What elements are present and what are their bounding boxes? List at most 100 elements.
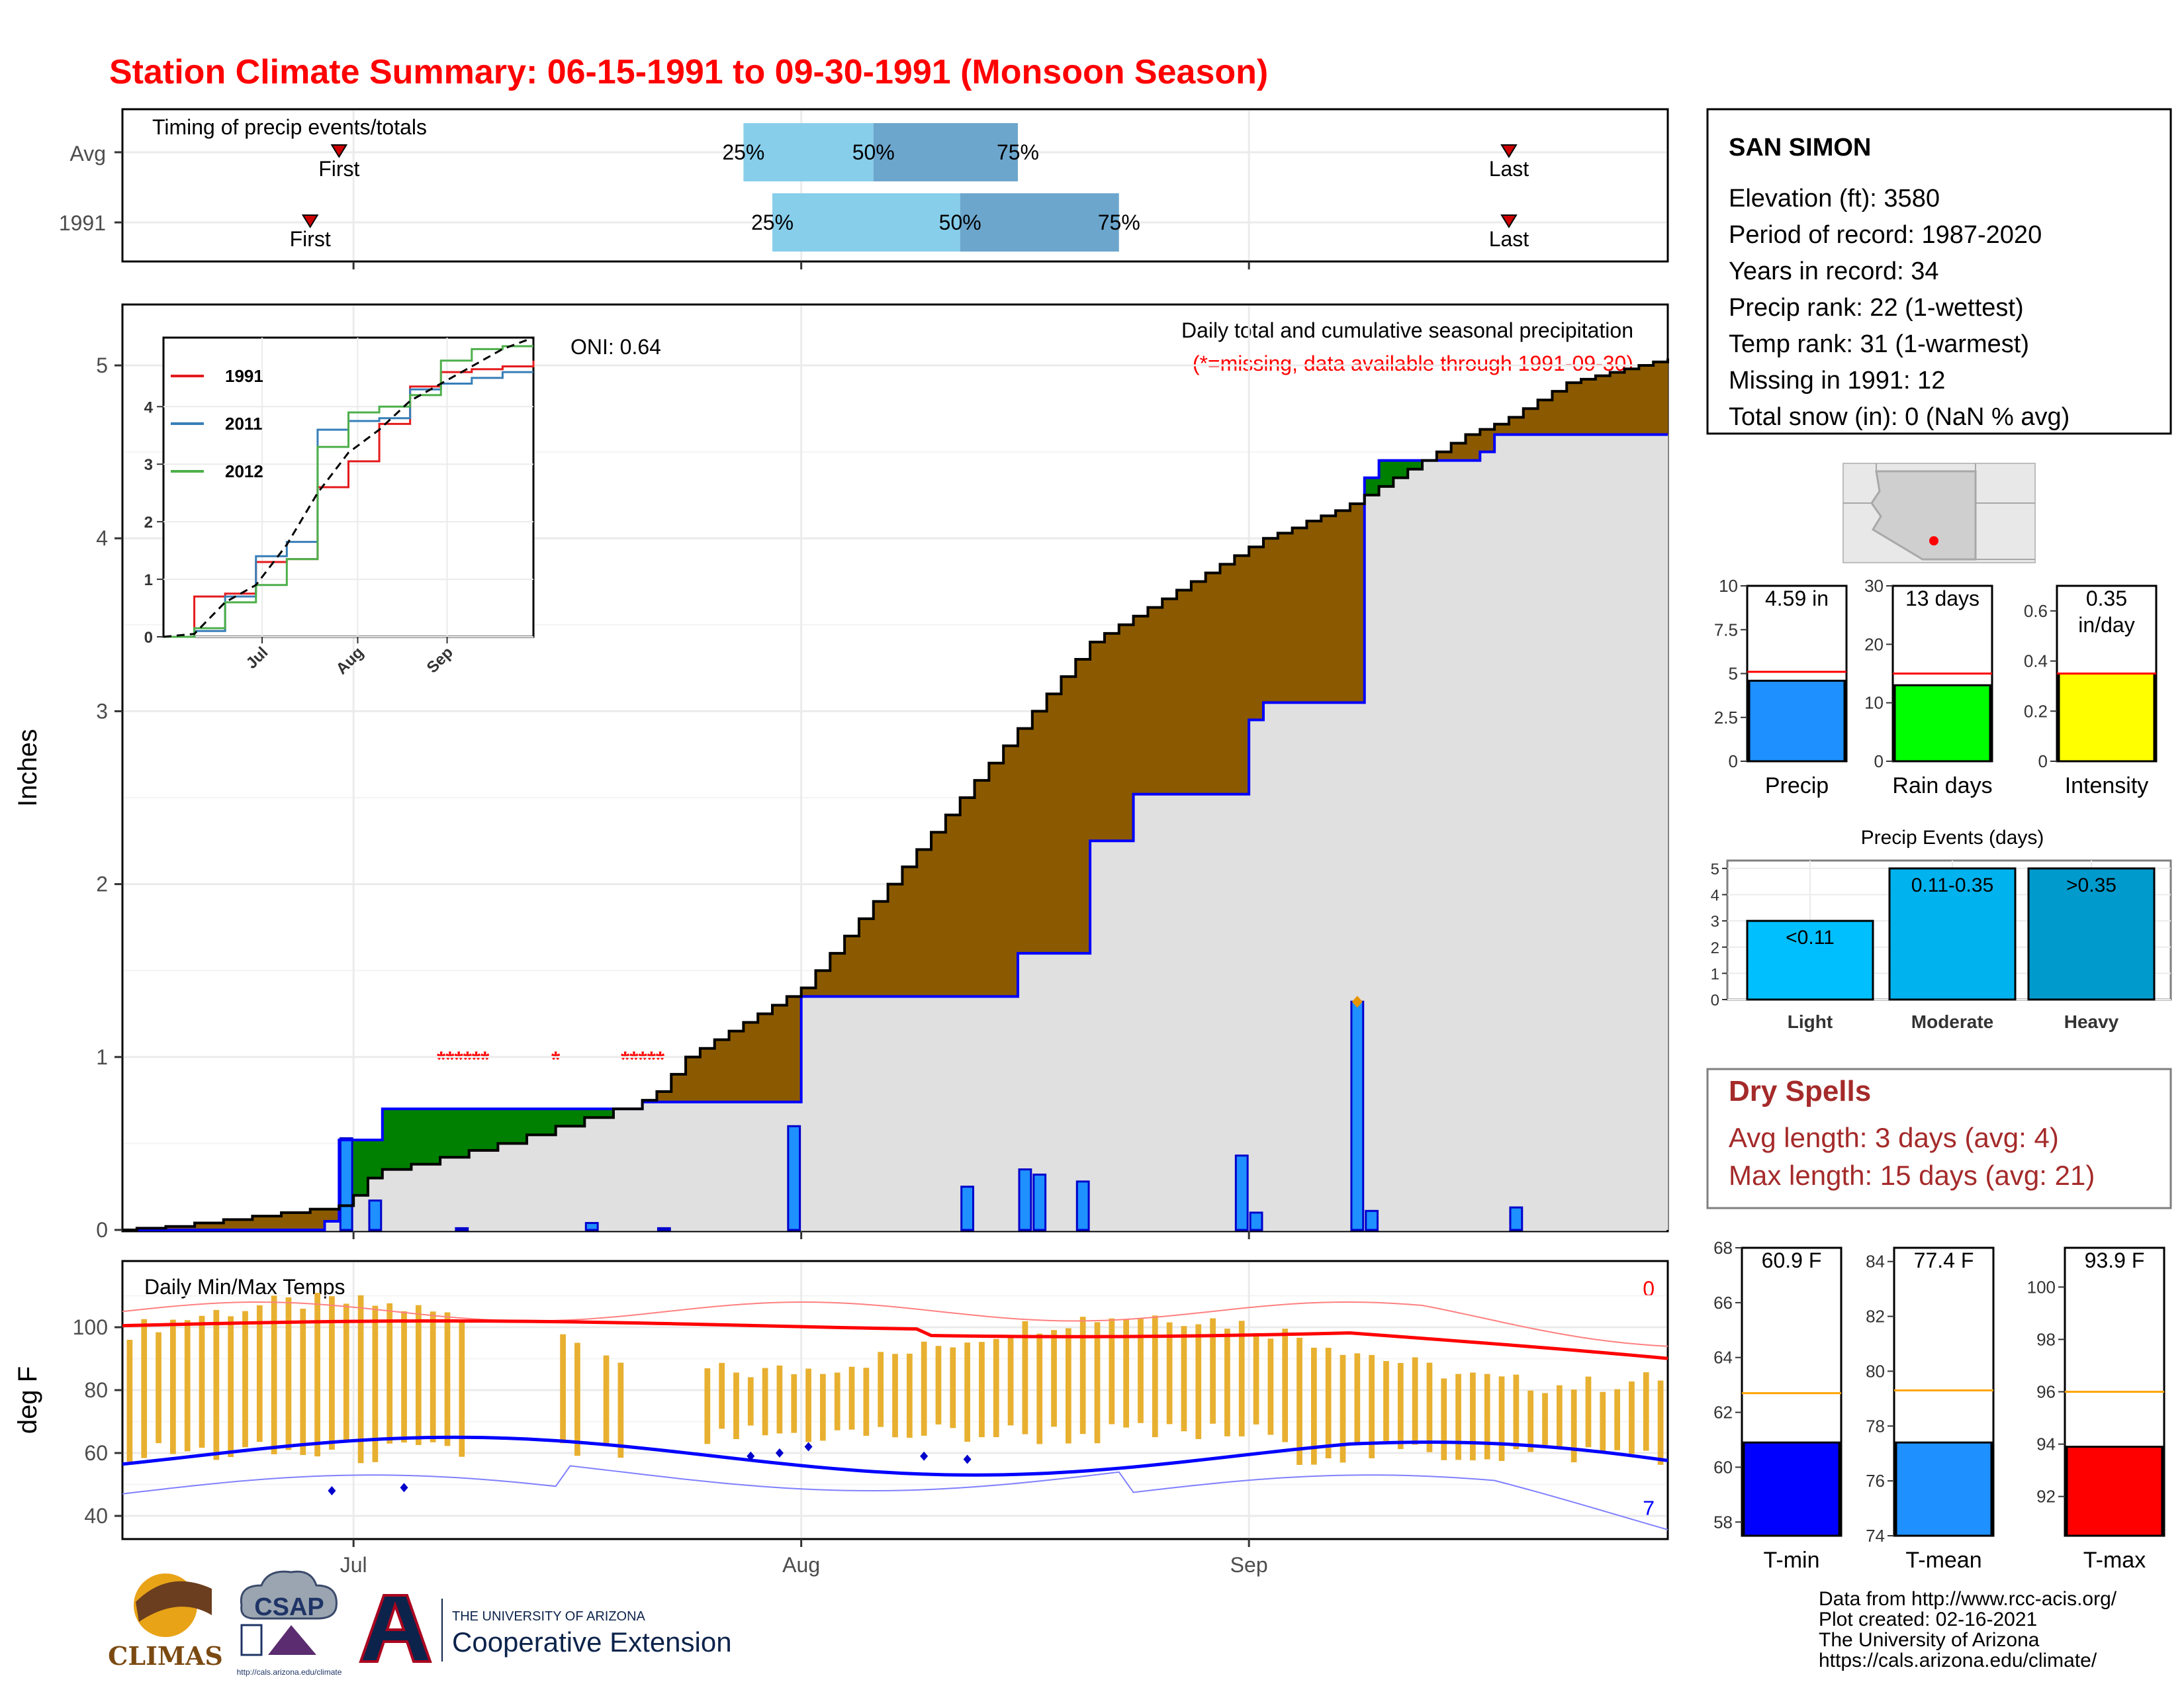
cumulative-above-avg-fill: [1220, 564, 1235, 794]
cumulative-above-avg-fill: [1104, 633, 1120, 841]
cumulative-base-fill: [1465, 460, 1480, 1231]
cumulative-base-fill: [512, 1143, 527, 1230]
cumulative-base-fill: [1451, 460, 1467, 1231]
dry-spells-max: Max length: 15 days (avg: 21): [1729, 1160, 2095, 1191]
timing-last-marker: [1500, 214, 1518, 228]
timing-q50-q75-bar: [873, 123, 1018, 181]
daily-temp-bar: [1166, 1322, 1173, 1425]
daily-temp-bar: [921, 1341, 927, 1436]
temp-chart-1-ytick-label: 76: [1866, 1471, 1885, 1491]
daily-temp-bar: [1267, 1338, 1274, 1435]
cumulative-above-avg-fill: [1277, 533, 1293, 703]
cumulative-above-avg-fill: [1537, 400, 1553, 435]
temp-chart-1-bar: [1895, 1441, 1993, 1537]
temp-chart-1-ytick-label: 74: [1866, 1526, 1885, 1546]
cumulative-above-avg-fill: [844, 935, 860, 997]
daily-temp-bar: [1556, 1385, 1563, 1447]
cumulative-above-avg-fill: [1451, 443, 1467, 461]
daily-precip-bar: [1018, 1168, 1032, 1231]
cumulative-above-avg-fill: [1552, 391, 1567, 435]
cumulative-below-avg-fill: [426, 1109, 441, 1164]
temp-chart-2-ytick-label: 94: [2036, 1434, 2056, 1454]
events-bar: [1888, 867, 2017, 1001]
total-chart-1-ytick-label: 0: [1874, 751, 1884, 771]
cumulative-below-avg-fill: [1393, 460, 1408, 478]
cumulative-above-avg-fill: [1162, 598, 1177, 794]
cumulative-base-fill: [382, 1169, 398, 1230]
inset-legend-label: 1991: [225, 366, 263, 386]
total-chart-2-value-label-2: in/day: [2078, 613, 2134, 637]
uofa-a-icon: [359, 1594, 432, 1663]
cumulative-below-avg-fill: [469, 1109, 484, 1150]
daily-temp-bar: [357, 1295, 364, 1464]
climas-logo-text: CLIMAS: [108, 1641, 223, 1671]
timing-q25-label: 25%: [722, 140, 764, 164]
cumulative-base-fill: [945, 996, 961, 1230]
cumulative-base-fill: [1090, 841, 1105, 1230]
timing-q75-label: 75%: [1098, 211, 1140, 234]
cumulative-base-fill: [1118, 841, 1134, 1230]
cumulative-base-fill: [426, 1164, 441, 1230]
inset-ytick-label: 1: [144, 571, 153, 589]
daily-temp-bar: [776, 1365, 783, 1434]
cumulative-base-fill: [1292, 702, 1308, 1230]
station-temp-rank: Temp rank: 31 (1-warmest): [1729, 330, 2029, 358]
temp-chart-0-ytick-label: 64: [1713, 1348, 1733, 1368]
cumulative-above-avg-fill: [238, 1219, 253, 1230]
avg-tmin-line: [122, 1435, 1668, 1477]
missing-marks-2: *: [551, 1047, 561, 1072]
daily-temp-bar: [574, 1342, 580, 1456]
daily-temp-bar: [329, 1296, 335, 1450]
cumulative-base-fill: [454, 1157, 470, 1230]
cumulative-base-fill: [1220, 794, 1235, 1230]
cumulative-above-avg-fill: [758, 1013, 773, 1102]
daily-temp-bar: [271, 1295, 277, 1454]
cumulative-base-fill: [613, 1109, 629, 1230]
dry-spells-avg: Avg length: 3 days (avg: 4): [1729, 1122, 2059, 1153]
temp-chart-1-value-label: 77.4 F: [1914, 1248, 1974, 1272]
daily-precip-bar: [1365, 1209, 1379, 1231]
cumulative-base-fill: [960, 996, 976, 1230]
cumulative-below-avg-fill: [1379, 460, 1394, 487]
footer-credits: Data from http://www.rcc-acis.org/ Plot …: [1819, 1588, 2117, 1671]
daily-precip-bar: [368, 1199, 383, 1231]
cumulative-below-avg-fill: [570, 1109, 585, 1127]
cumulative-base-fill: [700, 1102, 715, 1230]
daily-temp-bar: [1340, 1354, 1346, 1463]
uofa-small-text: THE UNIVERSITY OF ARIZONA: [452, 1609, 646, 1624]
daily-temp-bar: [459, 1319, 465, 1457]
daily-temp-bar: [1354, 1353, 1361, 1446]
cumulative-base-fill: [1306, 702, 1322, 1230]
daily-temp-bar: [1022, 1321, 1028, 1434]
cumulative-base-fill: [1480, 451, 1495, 1230]
events-bar: [1746, 919, 1874, 1001]
daily-temp-bar: [1310, 1347, 1317, 1465]
temp-xtick-label: Aug: [782, 1553, 820, 1577]
climas-swoosh-icon: [136, 1581, 212, 1622]
cumulative-base-fill: [1263, 702, 1279, 1230]
daily-temp-bar: [1007, 1337, 1014, 1426]
daily-temp-bar: [1412, 1357, 1418, 1445]
cumulative-base-fill: [1017, 953, 1033, 1230]
temp-chart-2-ytick-label: 100: [2027, 1277, 2056, 1297]
climas-logo: CLIMAS: [108, 1573, 223, 1671]
daily-temp-bar: [719, 1362, 725, 1429]
cumulative-base-fill: [1104, 841, 1120, 1230]
daily-temp-bar: [1585, 1376, 1592, 1448]
total-chart-2-ytick-label: 0.6: [2024, 601, 2048, 621]
daily-temp-bar: [1138, 1318, 1144, 1423]
daily-precip-bar: [1509, 1206, 1524, 1231]
cumulative-base-fill: [483, 1150, 498, 1230]
cumulative-1991-line: [122, 358, 1669, 1231]
cumulative-base-fill: [627, 1109, 643, 1230]
cumulative-above-avg-fill: [931, 832, 946, 997]
cumulative-above-avg-fill: [1249, 547, 1264, 720]
timing-first-label: First: [318, 157, 359, 181]
cumulative-above-avg-fill: [873, 901, 889, 997]
daily-temp-bar: [1470, 1372, 1476, 1461]
uofa-logo: THE UNIVERSITY OF ARIZONA Cooperative Ex…: [359, 1594, 732, 1663]
temp-title: Daily Min/Max Temps: [144, 1275, 345, 1299]
cumulative-base-fill: [873, 996, 889, 1230]
daily-temp-bar: [1253, 1333, 1259, 1425]
events-bar: [2027, 867, 2156, 1001]
